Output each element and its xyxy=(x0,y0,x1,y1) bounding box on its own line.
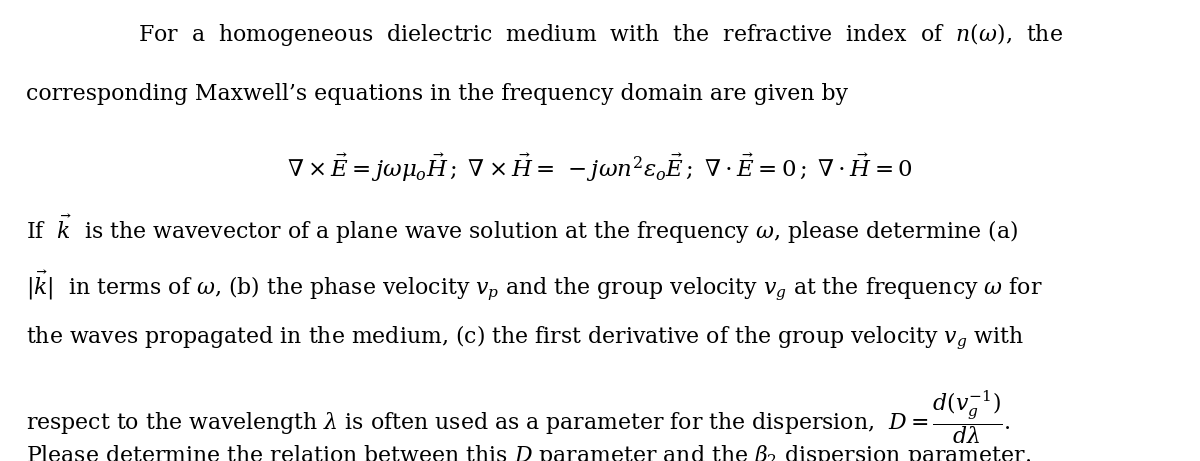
Text: corresponding Maxwell’s equations in the frequency domain are given by: corresponding Maxwell’s equations in the… xyxy=(26,83,848,105)
Text: Please determine the relation between this $D$ parameter and the $\beta_2$ dispe: Please determine the relation between th… xyxy=(26,443,1032,461)
Text: $\nabla \times \vec{E} = j\omega\mu_o\vec{H}\,;\; \nabla \times \vec{H} =\, -j\o: $\nabla \times \vec{E} = j\omega\mu_o\ve… xyxy=(287,151,913,184)
Text: If  $\vec{k}$  is the wavevector of a plane wave solution at the frequency $\ome: If $\vec{k}$ is the wavevector of a plan… xyxy=(26,213,1019,246)
Text: $|\vec{k}|$  in terms of $\omega$, (b) the phase velocity $v_p$ and the group ve: $|\vec{k}|$ in terms of $\omega$, (b) th… xyxy=(26,268,1043,303)
Text: respect to the wavelength $\lambda$ is often used as a parameter for the dispers: respect to the wavelength $\lambda$ is o… xyxy=(26,388,1010,446)
Text: For  a  homogeneous  dielectric  medium  with  the  refractive  index  of  $n(\o: For a homogeneous dielectric medium with… xyxy=(138,21,1062,48)
Text: the waves propagated in the medium, (c) the first derivative of the group veloci: the waves propagated in the medium, (c) … xyxy=(26,324,1025,352)
